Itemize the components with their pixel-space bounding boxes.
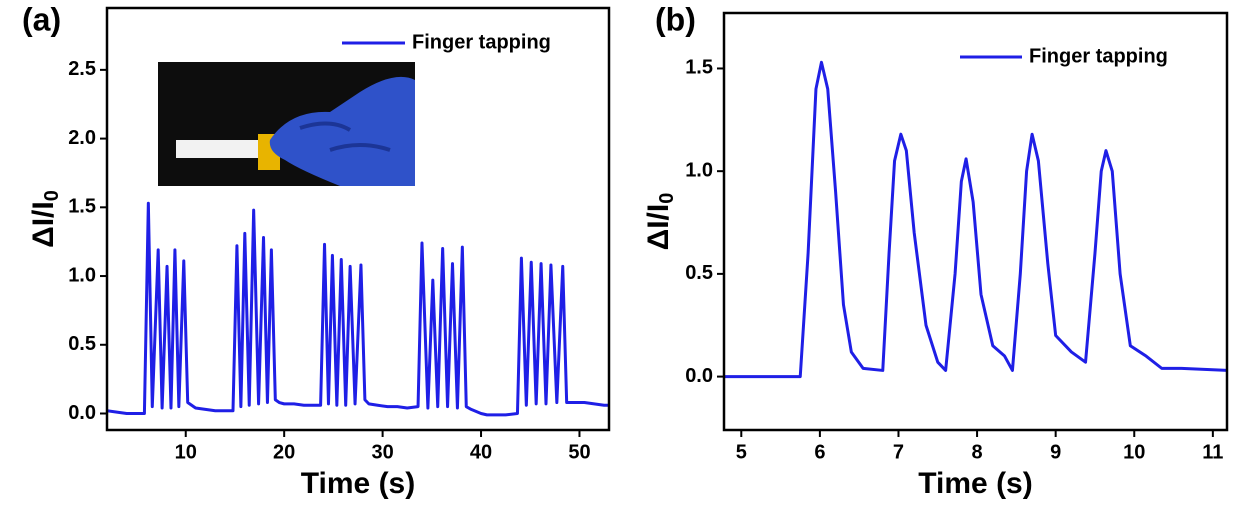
y-label-text: ΔI/I xyxy=(27,201,60,248)
x-tick-label: 10 xyxy=(175,441,197,463)
inset-photo xyxy=(158,62,415,186)
y-tick-label: 0.5 xyxy=(685,262,713,284)
data-line xyxy=(724,60,1227,379)
x-tick-label: 7 xyxy=(893,441,904,463)
y-tick-label: 2.0 xyxy=(68,127,96,149)
y-tick-label: 2.5 xyxy=(68,58,96,80)
x-tick-label: 5 xyxy=(736,441,747,463)
plot-area xyxy=(724,60,1227,379)
data-line xyxy=(107,201,609,417)
y-tick-label: 0.5 xyxy=(68,333,96,355)
x-tick-label: 11 xyxy=(1202,441,1223,463)
y-label-subscript: 0 xyxy=(41,190,63,201)
plot-frame xyxy=(722,11,1229,432)
legend-label: Finger tapping xyxy=(1029,45,1168,67)
y-label-subscript: 0 xyxy=(656,193,678,204)
y-tick-label: 0.0 xyxy=(685,365,713,387)
panel-label: (a) xyxy=(22,1,61,37)
x-axis-label: Time (s) xyxy=(918,467,1032,500)
x-axis-label: Time (s) xyxy=(301,467,415,500)
y-axis-label: ΔI/I0 xyxy=(27,190,63,248)
x-tick-label: 10 xyxy=(1123,441,1145,463)
x-tick-label: 6 xyxy=(814,441,825,463)
x-tick-label: 50 xyxy=(568,441,590,463)
x-tick-label: 8 xyxy=(972,441,983,463)
panel-label: (b) xyxy=(655,1,696,37)
plot-area xyxy=(107,201,609,417)
x-tick-label: 30 xyxy=(371,441,393,463)
y-label-text: ΔI/I xyxy=(642,204,675,251)
x-tick-label: 40 xyxy=(470,441,492,463)
legend-label: Finger tapping xyxy=(412,31,551,53)
x-tick-label: 9 xyxy=(1050,441,1061,463)
y-axis-label: ΔI/I0 xyxy=(642,193,678,251)
plot-frame xyxy=(105,6,611,432)
y-tick-label: 1.5 xyxy=(68,196,96,218)
y-tick-label: 1.0 xyxy=(68,264,96,286)
y-tick-label: 1.0 xyxy=(685,159,713,181)
x-tick-label: 20 xyxy=(273,441,295,463)
y-tick-label: 1.5 xyxy=(685,57,713,79)
y-tick-label: 0.0 xyxy=(68,402,96,424)
